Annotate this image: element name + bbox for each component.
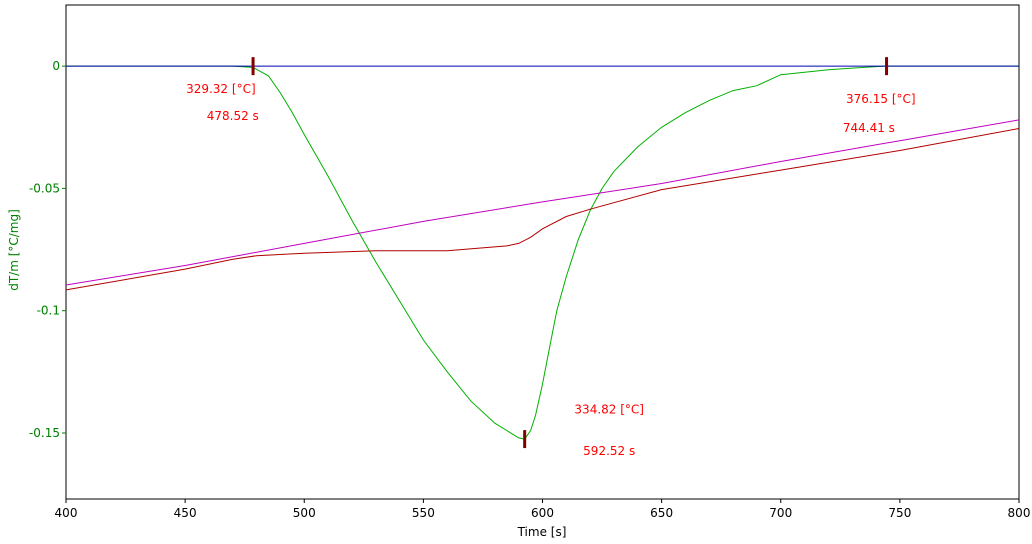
series-line-3: [65, 119, 1020, 286]
y-tick-label: -0.05: [29, 181, 60, 195]
series-line-4: [65, 128, 1020, 291]
annotation-label-4: 592.52 s: [583, 444, 635, 458]
series-line-1: [66, 65, 1019, 440]
y-tick-label: -0.15: [29, 426, 60, 440]
plot-frame: [65, 4, 1020, 500]
x-tick-label: 700: [769, 506, 792, 520]
annotation-label-5: 376.15 [°C]: [846, 92, 916, 106]
x-tick-label: 450: [174, 506, 197, 520]
annotation-label-2: 478.52 s: [207, 109, 259, 123]
annotation-label-6: 744.41 s: [843, 121, 895, 135]
x-tick-label: 800: [1008, 506, 1031, 520]
annotation-label-3: 334.82 [°C]: [574, 402, 644, 416]
y-axis-ticks: 0 -0.05 -0.1 -0.15: [29, 59, 66, 440]
x-tick-label: 600: [531, 506, 554, 520]
x-axis-title: Time [s]: [517, 525, 567, 539]
y-tick-label: 0: [52, 59, 60, 73]
x-axis-ticks: 400 450 500 550 600 650 700 750 800: [55, 499, 1031, 520]
x-tick-label: 650: [650, 506, 673, 520]
y-axis-title: dT/m [°C/mg]: [7, 209, 21, 291]
series-layer: [65, 65, 1020, 440]
x-tick-label: 750: [888, 506, 911, 520]
annotation-label-1: 329.32 [°C]: [186, 82, 256, 96]
x-tick-label: 500: [293, 506, 316, 520]
x-tick-label: 550: [412, 506, 435, 520]
x-tick-label: 400: [55, 506, 78, 520]
annotation-layer: 329.32 [°C] 478.52 s 334.82 [°C] 592.52 s 37…: [186, 82, 915, 458]
y-tick-label: -0.1: [37, 304, 60, 318]
marker-layer: [251, 57, 889, 449]
